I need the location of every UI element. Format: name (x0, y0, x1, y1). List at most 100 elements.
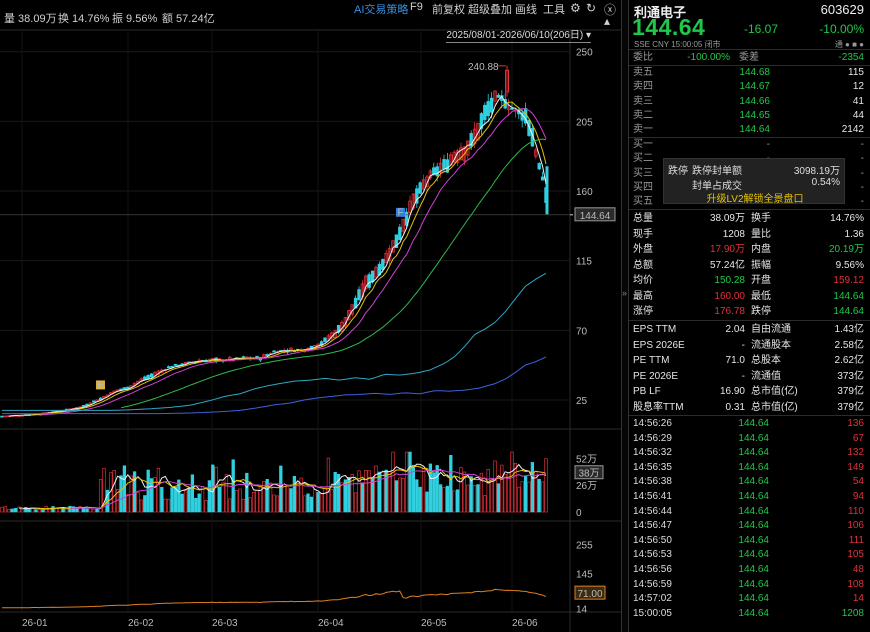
popup-label-seal-ratio: 封单占成交 (692, 181, 742, 192)
indicator-current-label: 71.00 (577, 589, 602, 600)
fundamental-value: 16.90 (719, 386, 745, 397)
tick-time: 14:56:26 (633, 418, 672, 429)
ma-line (2, 356, 547, 415)
volume-bar (517, 486, 521, 513)
volume-bar (302, 495, 307, 513)
volume-bar (126, 494, 130, 513)
volume-ma-line (70, 469, 547, 509)
stat-row: 现手 1208 量比 1.36 (629, 227, 870, 243)
price-tick-label: 25 (576, 396, 588, 407)
stat-label: 外盘 (633, 244, 653, 255)
tick-row: 15:00:05 144.64 1208 (629, 607, 870, 622)
fundamental-row: PE 2026E - 流通值 373亿 (629, 369, 870, 385)
volume-bar (442, 487, 446, 513)
volume-bar (214, 466, 218, 513)
candle-body (438, 162, 443, 173)
volume-bar (452, 490, 456, 513)
menu-adjust[interactable]: 前复权 (432, 4, 465, 16)
candle-body-max (505, 69, 509, 93)
candle-body (415, 188, 419, 204)
volume-bar (391, 451, 395, 513)
stat-value: 176.78 (714, 306, 745, 317)
volume-bar (520, 481, 524, 513)
volume-bar (496, 483, 501, 513)
event-marker (96, 380, 105, 390)
tick-price: 144.64 (738, 607, 769, 619)
volume-bar (197, 493, 201, 513)
volume-bar (381, 471, 385, 513)
candle-body (357, 289, 361, 301)
candle-body (364, 275, 368, 290)
tick-row: 14:56:32 144.64 132 (629, 446, 870, 461)
candle-body (272, 350, 276, 353)
volume-bar (510, 451, 514, 513)
candle-body (459, 147, 463, 161)
tick-price: 144.64 (738, 578, 769, 590)
bid-label: 买二 (633, 153, 653, 165)
collapse-icon[interactable]: ▴ (604, 14, 611, 28)
settings-icon[interactable]: ⚙ (570, 1, 581, 15)
candle-body (374, 267, 378, 278)
price-tick-label: 205 (576, 117, 593, 128)
indicator-tick-label: 255 (576, 540, 593, 551)
tick-volume: 105 (847, 549, 864, 561)
volume-bar (187, 488, 191, 513)
volume-bar (262, 481, 266, 513)
date-range-selector[interactable]: 2025/08/01-2026/06/10(206日) ▾ (446, 30, 591, 43)
volume-bar (163, 498, 167, 513)
chart-area[interactable]: 250 205 160 115 70 25 26-01 26-02 26-03 26-04 26-0… (0, 0, 621, 632)
volume-bar (170, 487, 174, 513)
volume-tick-label: 52万 (576, 454, 597, 465)
volume-bar (95, 508, 99, 513)
event-marker-label: F (397, 207, 403, 218)
close-icon[interactable]: ⓧ (604, 3, 617, 17)
upgrade-lv2-button[interactable]: 升级LV2解锁全景盘口 (706, 194, 804, 205)
candle-body (401, 218, 405, 232)
menu-tools[interactable]: 工具 (543, 4, 565, 16)
stat-amplitude: 振 9.56% (112, 13, 158, 25)
volume-bar (336, 473, 341, 513)
tick-time: 14:57:02 (633, 593, 672, 605)
volume-bar (455, 489, 460, 513)
stat-label: 换手 (751, 213, 771, 224)
refresh-icon[interactable]: ↻ (586, 1, 597, 15)
order-diff-value: -2354 (838, 52, 864, 63)
tick-price: 144.64 (738, 476, 769, 488)
menu-overlay[interactable]: 超级叠加 (468, 4, 512, 16)
candle-body (367, 274, 371, 288)
menu-ai-strategy[interactable]: AI交易策略 (354, 4, 409, 16)
volume-bar (483, 495, 487, 513)
volume-bar (166, 498, 171, 513)
candle-body (92, 400, 96, 403)
candle-body (265, 354, 269, 356)
current-price-box (574, 207, 616, 222)
volume-bar (248, 497, 252, 513)
kline-svg[interactable]: 250 205 160 115 70 25 26-01 26-02 26-03 26-04 26-0… (0, 0, 621, 632)
date-tick-label: 26-04 (318, 618, 344, 629)
fundamental-label: PE 2026E (633, 370, 679, 382)
volume-bar (476, 484, 480, 513)
tick-row: 14:56:38 144.64 54 (629, 475, 870, 490)
candle-body (527, 119, 531, 136)
quote-panel: 利通电子 603629 144.64 -16.07 -10.00% SSE CN… (629, 0, 870, 632)
volume-bar (0, 506, 4, 513)
candle-body (381, 259, 385, 270)
badge-icons[interactable]: 通 ● ■ ● (834, 40, 864, 49)
volume-bar (493, 460, 497, 513)
indicator-current-box (574, 585, 606, 600)
candle-body-last (545, 166, 549, 215)
volume-bar (85, 508, 89, 513)
panel-toggle[interactable]: » (621, 0, 629, 632)
volume-bar (398, 477, 402, 513)
stat-amount: 额 57.24亿 (162, 13, 215, 25)
tick-volume: 48 (852, 564, 864, 575)
indicator-tick-label: 14 (576, 604, 588, 615)
menu-draw[interactable]: 画线 (515, 4, 537, 16)
ask-volume: 115 (848, 67, 864, 78)
ask-price: 144.67 (739, 81, 770, 93)
stat-value: 20.19万 (828, 244, 864, 255)
candle-body (537, 163, 541, 170)
fundamental-value: 379亿 (837, 386, 864, 397)
menu-f9[interactable]: F9 (410, 1, 423, 13)
candle-body (408, 200, 412, 214)
